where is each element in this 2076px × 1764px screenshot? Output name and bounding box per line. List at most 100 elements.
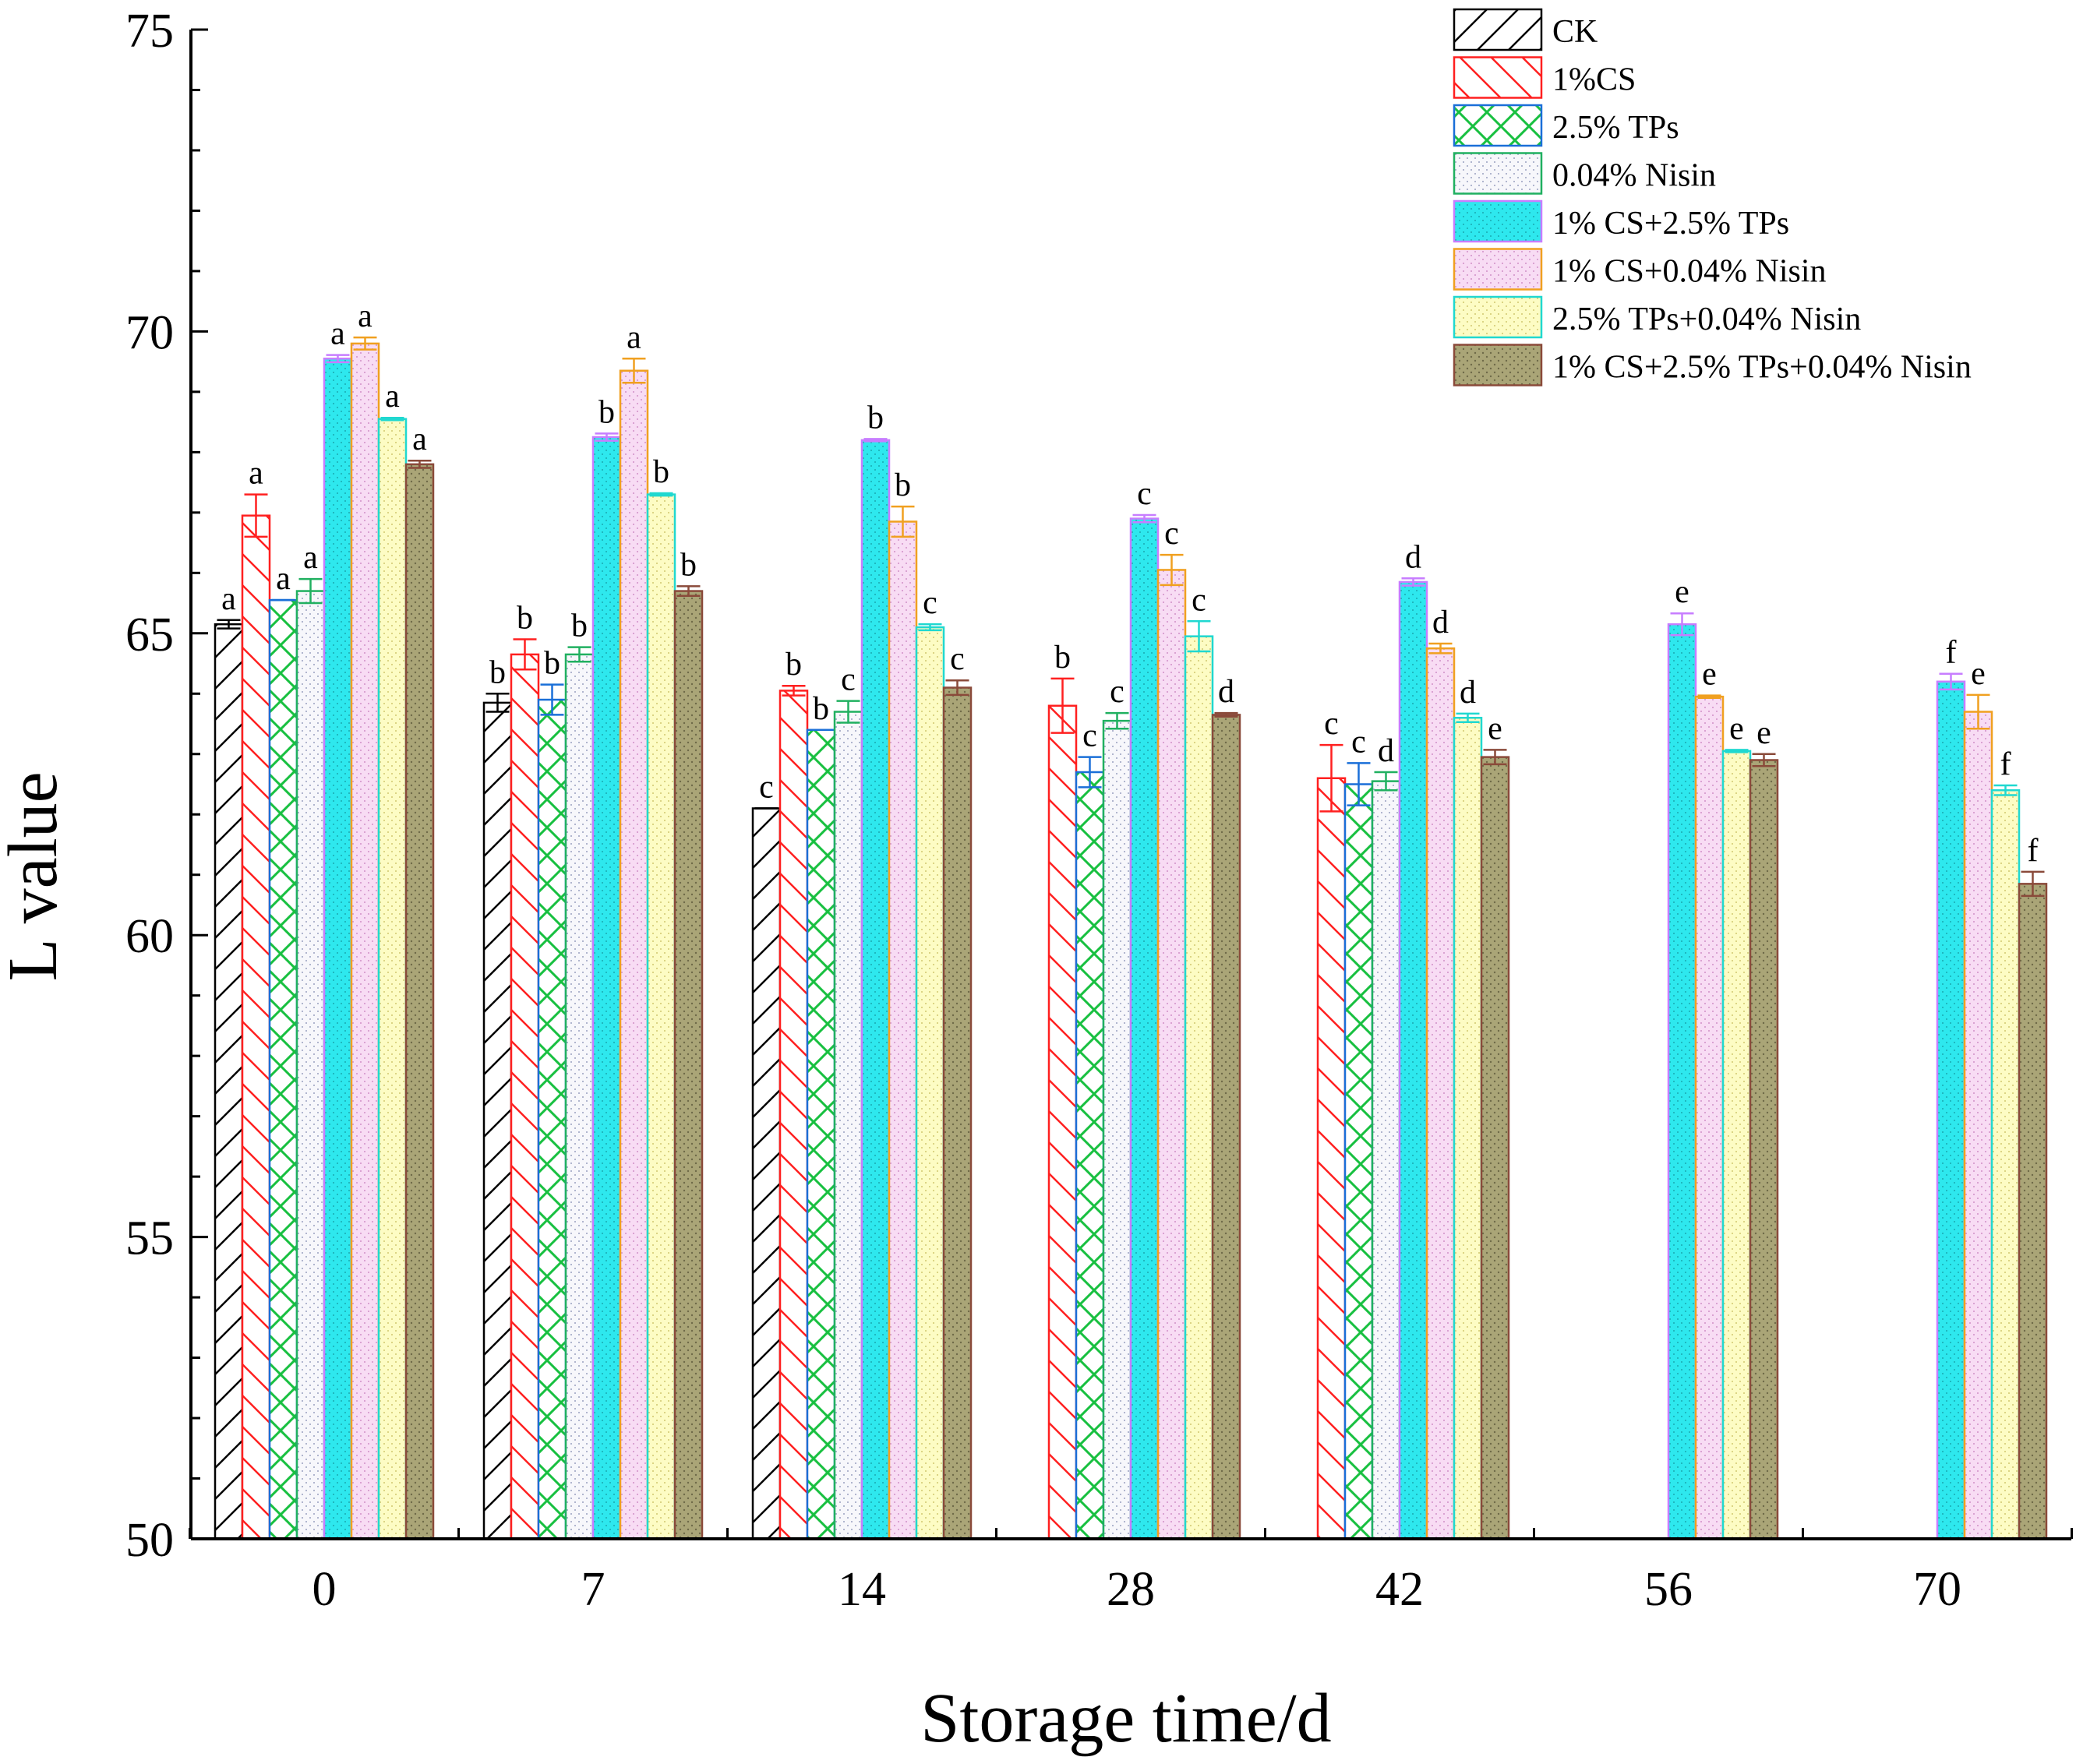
- bar: [377, 418, 408, 1540]
- bar: [1371, 780, 1401, 1540]
- bar: [778, 690, 809, 1540]
- significance-letter: c: [1137, 476, 1152, 512]
- significance-letter: f: [2000, 746, 2011, 782]
- bar: [833, 711, 863, 1540]
- bar: [806, 729, 836, 1540]
- legend-label: 2.5% TPs+0.04% Nisin: [1552, 302, 1861, 337]
- bar: [241, 514, 271, 1540]
- bar: [214, 623, 244, 1540]
- bar: [1316, 777, 1347, 1540]
- x-tick-label: 42: [1375, 1563, 1424, 1616]
- significance-letter: b: [489, 654, 506, 690]
- x-axis-title: Storage time/d: [920, 1680, 1331, 1757]
- significance-letter: b: [895, 467, 911, 503]
- y-tick-label: 55: [125, 1212, 174, 1265]
- significance-letter: b: [544, 646, 560, 682]
- legend-swatch: [1453, 344, 1543, 386]
- bar: [751, 807, 782, 1540]
- legend: CK 1%CS 2.5% TPs 0.04% Nisin 1% CS+2.5% TPs 1…: [1453, 8, 1972, 386]
- legend-swatch: [1453, 248, 1543, 291]
- bar: [1102, 719, 1132, 1540]
- bar: [1075, 771, 1105, 1540]
- legend-label: CK: [1552, 14, 1598, 50]
- x-tick-label: 0: [312, 1563, 337, 1616]
- significance-letter: c: [1192, 582, 1206, 618]
- bar: [860, 439, 891, 1540]
- x-tick-label: 56: [1644, 1563, 1693, 1616]
- bar: [1211, 714, 1241, 1540]
- significance-letter: a: [412, 422, 427, 457]
- significance-letter: e: [1702, 657, 1717, 693]
- error-bars-layer: [217, 336, 2045, 898]
- bar: [537, 698, 567, 1540]
- significance-letter: d: [1378, 733, 1394, 769]
- significance-letter: a: [385, 379, 400, 415]
- significance-letter: c: [1164, 516, 1179, 552]
- bar: [482, 701, 513, 1540]
- significance-letter: a: [276, 561, 291, 597]
- significance-letter: e: [1971, 656, 1986, 692]
- legend-label: 1% CS+2.5% TPs: [1552, 206, 1789, 242]
- bar: [1184, 635, 1214, 1540]
- bar: [2018, 883, 2048, 1540]
- significance-letter: f: [1946, 635, 1957, 671]
- significance-letter: e: [1756, 715, 1771, 751]
- x-tick-label: 70: [1913, 1563, 1961, 1616]
- bar: [323, 358, 353, 1540]
- bar: [404, 463, 435, 1540]
- significance-letter: b: [680, 547, 697, 583]
- legend-label: 2.5% TPs: [1552, 110, 1679, 146]
- significance-letter: b: [517, 601, 533, 637]
- significance-letter: f: [2028, 833, 2039, 869]
- significance-letter: e: [1729, 711, 1744, 746]
- bar: [619, 369, 649, 1540]
- significance-letter: c: [1351, 724, 1366, 760]
- x-tick-label: 14: [838, 1563, 886, 1616]
- significance-letter: b: [813, 691, 829, 727]
- y-axis-title: L value: [0, 771, 72, 981]
- y-tick-label: 60: [125, 910, 174, 963]
- bar: [673, 590, 704, 1540]
- bar: [591, 436, 622, 1540]
- bar: [350, 342, 380, 1540]
- significance-letter: e: [1675, 574, 1689, 610]
- significance-letter: b: [867, 400, 884, 436]
- y-tick-label: 70: [125, 306, 174, 359]
- significance-letter: b: [571, 609, 588, 644]
- bar: [1343, 783, 1374, 1540]
- axes-layer: 50 55 60 65 70 75 0 7 14 28 42 56 70: [125, 5, 2073, 1616]
- bar: [510, 653, 540, 1540]
- significance-letter: d: [1432, 605, 1449, 640]
- significance-letter: a: [303, 540, 318, 576]
- legend-swatch: [1453, 56, 1543, 99]
- significance-letter: c: [1324, 706, 1339, 742]
- legend-swatch: [1453, 104, 1543, 147]
- legend-label: 1%CS: [1552, 62, 1636, 98]
- significance-letter: c: [1110, 674, 1124, 710]
- significance-letter: d: [1460, 675, 1476, 711]
- bar: [1425, 647, 1456, 1540]
- significance-letter: a: [221, 581, 236, 617]
- significance-letter: a: [249, 456, 263, 492]
- x-tick-label: 28: [1107, 1563, 1155, 1616]
- significance-letter: a: [330, 316, 345, 352]
- significance-letter: c: [841, 662, 856, 698]
- bar: [1694, 695, 1725, 1540]
- significance-letter: d: [1218, 674, 1234, 710]
- bar: [1667, 623, 1697, 1540]
- legend-label: 0.04% Nisin: [1552, 158, 1716, 194]
- significance-letter: e: [1488, 711, 1502, 746]
- legend-swatch: [1453, 199, 1543, 243]
- legend-swatch: [1453, 295, 1543, 339]
- bar: [942, 686, 973, 1540]
- bar: [1963, 711, 1993, 1540]
- significance-letter: c: [759, 769, 774, 805]
- bar: [1129, 517, 1160, 1540]
- significance-letter: c: [950, 641, 965, 677]
- bar: [564, 653, 595, 1540]
- significance-letter: b: [653, 454, 669, 490]
- x-tick-label: 7: [581, 1563, 606, 1616]
- bar: [1156, 569, 1187, 1540]
